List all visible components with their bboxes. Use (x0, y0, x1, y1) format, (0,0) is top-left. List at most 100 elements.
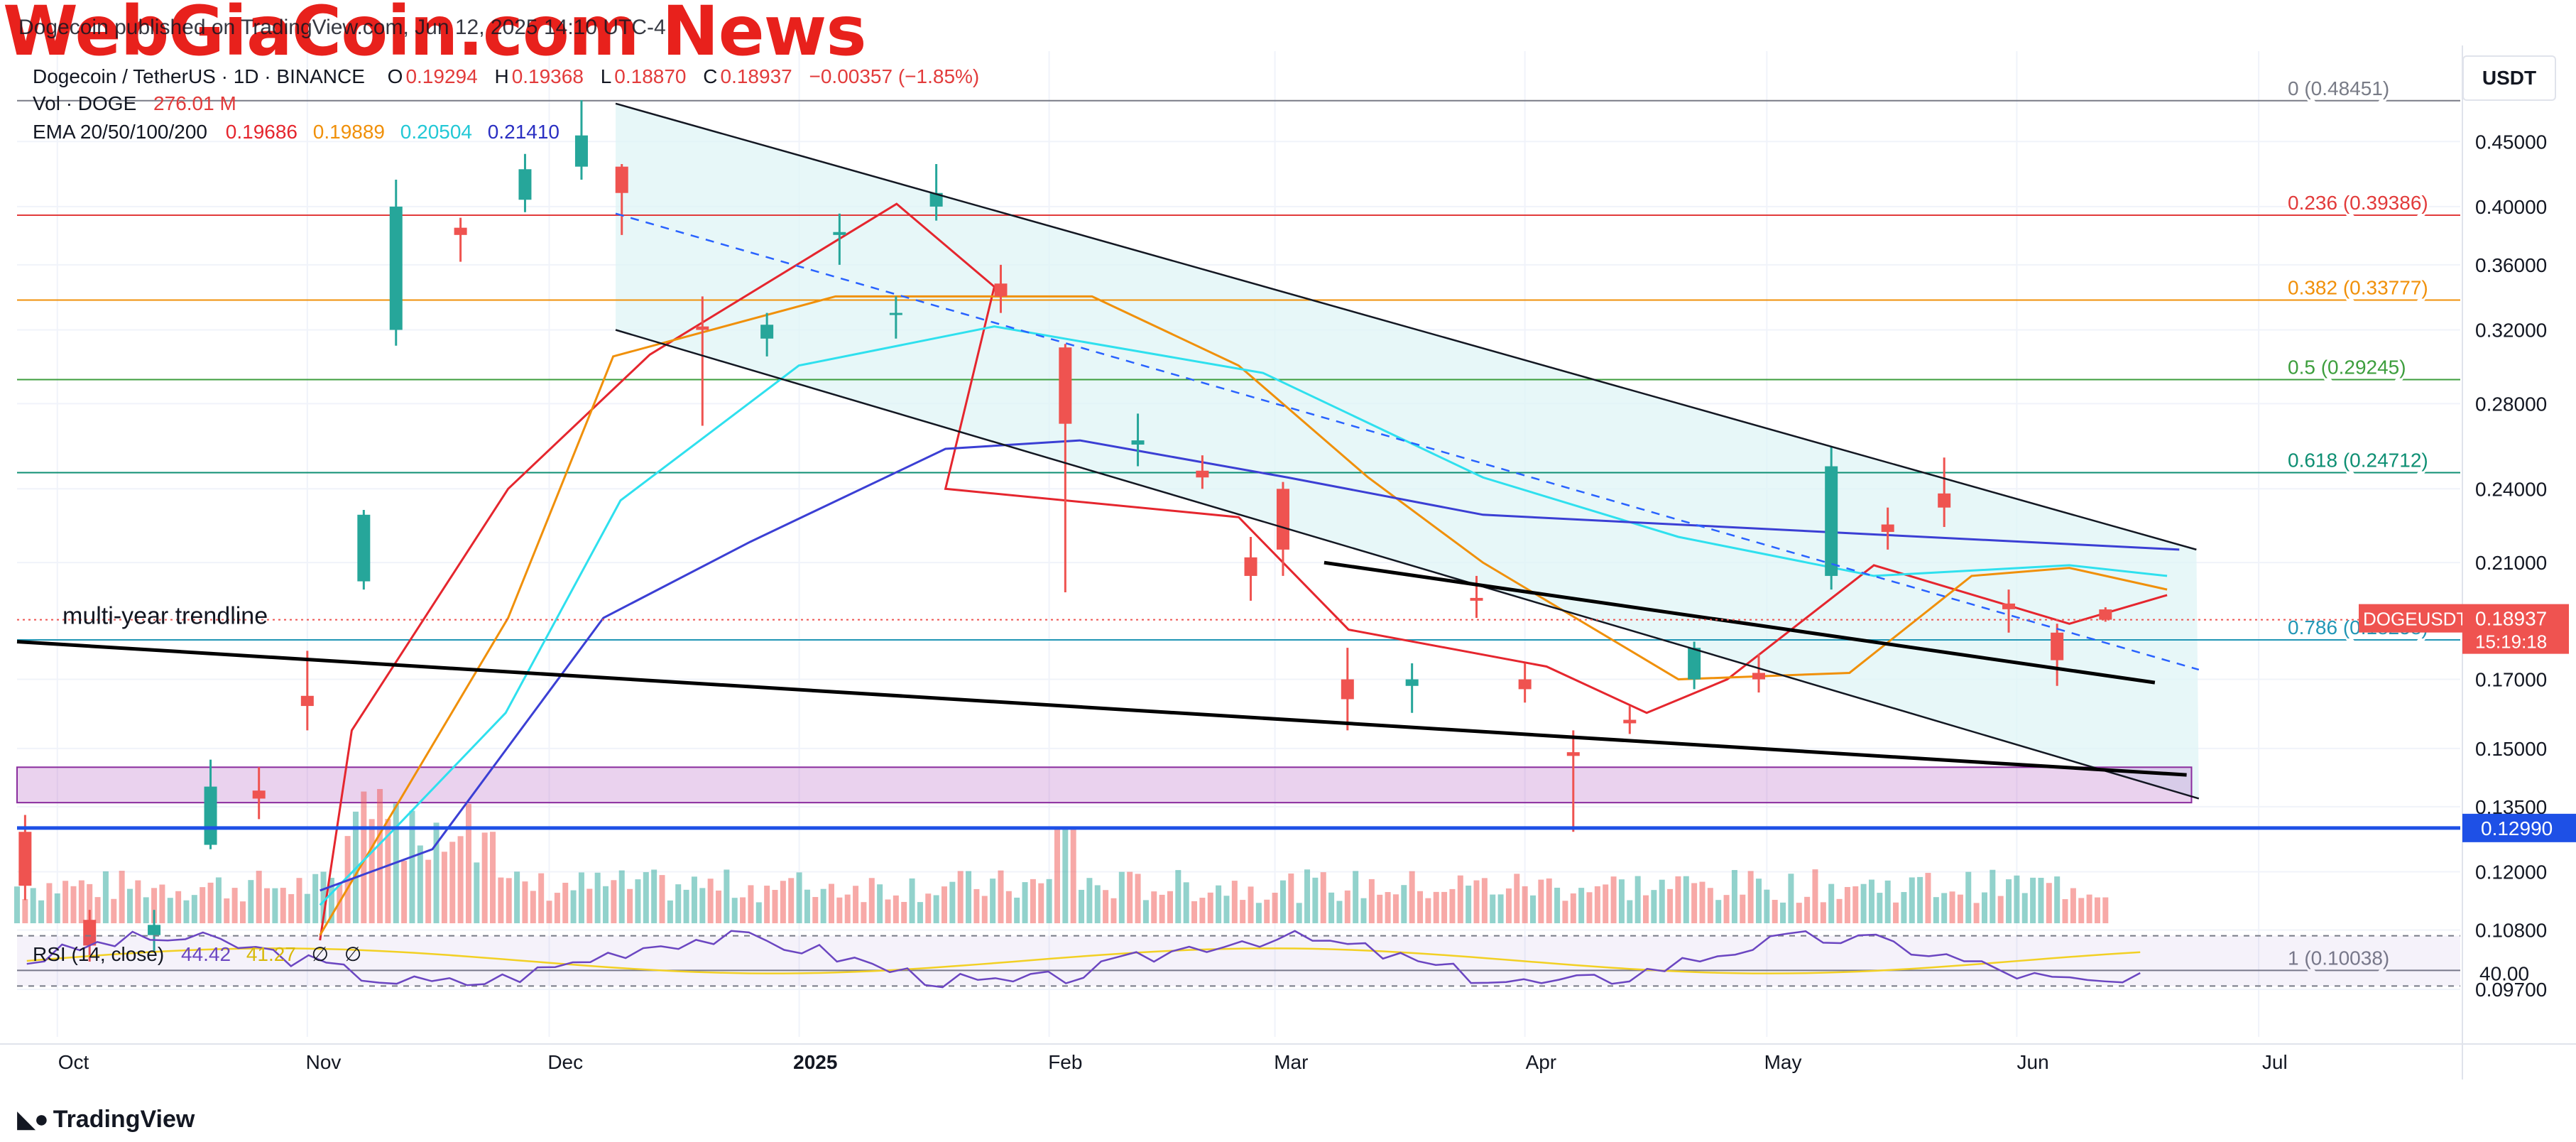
time-tick-Dec: Dec (547, 1051, 583, 1073)
volume-bar (514, 871, 520, 923)
volume-bar (1425, 898, 1431, 923)
ema-legend[interactable]: EMA 20/50/100/200 0.19686 0.19889 0.2050… (33, 122, 562, 142)
volume-bar (2038, 878, 2044, 923)
fib-levels: 0 (0.48451) 0.236 (0.39386) 0.382 (0.33777… (17, 75, 2460, 972)
volume-bar (1538, 879, 1544, 923)
volume-bar (1594, 886, 1600, 923)
volume-bar (1392, 894, 1399, 923)
volume-bar (481, 832, 488, 923)
volume-bar (94, 897, 101, 923)
tradingview-logo[interactable]: ◣● TradingView (17, 1105, 195, 1133)
volume-bar (1385, 892, 1391, 923)
price-tick-2: 0.36000 (2475, 254, 2547, 276)
volume-bar (135, 880, 141, 923)
close-value: 0.18937 (720, 65, 792, 87)
volume-bar (1530, 895, 1537, 923)
volume-bar (207, 882, 214, 923)
volume-bar (804, 889, 810, 923)
falling-trendline (1324, 560, 2156, 685)
candle-body (1470, 597, 1483, 601)
volume-bar (1990, 869, 1996, 923)
volume-bar (1103, 890, 1109, 923)
volume-bar (885, 899, 891, 923)
candle-body (1688, 648, 1701, 680)
volume-bar (2102, 897, 2109, 923)
volume-bar (1949, 891, 1955, 923)
rsi-pane (17, 930, 2460, 989)
volume-bar (1643, 895, 1649, 923)
currency-button[interactable]: USDT (2462, 55, 2556, 101)
volume-bar (401, 860, 408, 923)
volume-bar (304, 893, 310, 923)
low-value: 0.18870 (614, 65, 687, 87)
ema100-value: 0.20504 (400, 121, 472, 143)
volume-bar (764, 886, 770, 923)
volume-bar (1377, 894, 1383, 923)
candle-body (615, 166, 628, 193)
volume-bar (748, 885, 754, 923)
candle-body (2002, 603, 2016, 609)
volume-bar (538, 873, 545, 923)
time-tick-Mar: Mar (1274, 1051, 1308, 1073)
volume-bar (1223, 896, 1230, 923)
time-tick-2025: 2025 (793, 1051, 837, 1073)
candle-body (83, 920, 97, 946)
volume-bar (1981, 892, 1987, 923)
volume-bar (1030, 879, 1036, 923)
volume-bar (1917, 876, 1923, 923)
volume-bar (1618, 879, 1625, 923)
candle-body (357, 514, 371, 582)
candle-body (1276, 489, 1289, 550)
volume-bar (941, 886, 947, 923)
ema-line-EMA200 (320, 439, 2180, 892)
volume-bar (1457, 875, 1463, 923)
volume-bar (1473, 880, 1480, 923)
volume-bar (417, 845, 423, 923)
volume-legend[interactable]: Vol · DOGE 276.01 M (33, 94, 239, 114)
volume-bar (78, 880, 84, 923)
candle-body (18, 832, 32, 886)
candle-body (1752, 673, 1765, 680)
volume-bar (877, 884, 883, 923)
volume-bar (272, 888, 278, 923)
support-price-tag (2462, 813, 2576, 842)
volume-bar (990, 879, 996, 923)
time-tick-Nov: Nov (306, 1051, 342, 1073)
volume-bar (1255, 903, 1262, 923)
volume-bar (1142, 900, 1149, 923)
close-label: C (703, 65, 718, 87)
volume-bar (546, 901, 552, 923)
volume-bar (151, 888, 158, 923)
volume-value: 276.01 M (153, 92, 236, 114)
volume-bar (1893, 902, 1899, 923)
volume-bar (1707, 888, 1713, 923)
ema20-value: 0.19686 (225, 121, 298, 143)
time-tick-Apr: Apr (1526, 1051, 1557, 1073)
volume-bar (1353, 871, 1359, 923)
volume-bar (1054, 829, 1060, 923)
volume-bar (1804, 896, 1811, 923)
rsi-ma-value: 41.27 (246, 943, 296, 965)
candle-body (204, 786, 217, 845)
volume-bar (1175, 870, 1181, 923)
volume-bar (1328, 892, 1335, 923)
fib-label-6: 1 (0.10038) (2288, 947, 2389, 969)
volume-bar (1304, 869, 1311, 923)
rsi-legend[interactable]: RSI (14, close) 44.42 41.27 ∅ ∅ (33, 945, 364, 964)
volume-bar (594, 872, 601, 923)
volume-bar (1836, 898, 1843, 923)
volume-bar (1941, 893, 1948, 923)
volume-bar (320, 871, 327, 923)
volume-bar (578, 872, 584, 923)
symbol-title[interactable]: Dogecoin / TetherUS · 1D · BINANCE (33, 65, 365, 87)
volume-bar (1344, 890, 1350, 923)
volume-bar (820, 888, 826, 923)
candle-body (252, 790, 266, 799)
volume-bar (1417, 891, 1424, 923)
price-tick-1: 0.40000 (2475, 196, 2547, 218)
ema-line-EMA100 (319, 325, 2168, 906)
volume-bar (248, 880, 254, 923)
multi-year-trendline (16, 640, 2187, 777)
volume-bar (812, 897, 819, 923)
